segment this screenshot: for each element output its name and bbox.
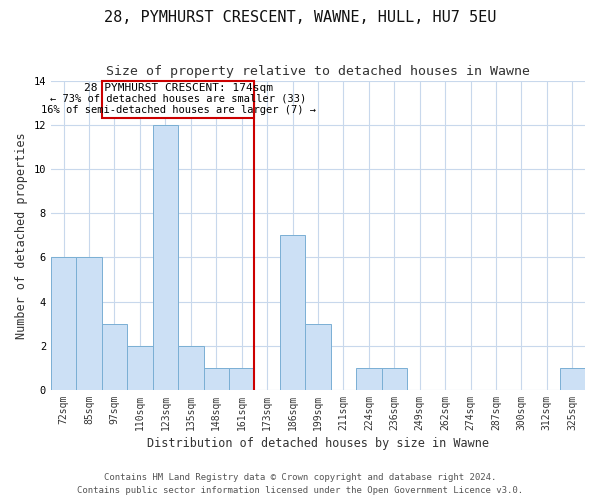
Bar [229,368,254,390]
Text: ← 73% of detached houses are smaller (33): ← 73% of detached houses are smaller (33… [50,93,306,103]
Bar [305,324,331,390]
Bar [178,346,203,390]
Bar [102,324,127,390]
X-axis label: Distribution of detached houses by size in Wawne: Distribution of detached houses by size … [147,437,489,450]
Bar [152,125,178,390]
Bar [203,368,229,390]
Bar [560,368,585,390]
Text: Contains HM Land Registry data © Crown copyright and database right 2024.
Contai: Contains HM Land Registry data © Crown c… [77,474,523,495]
Text: 16% of semi-detached houses are larger (7) →: 16% of semi-detached houses are larger (… [41,106,316,116]
Y-axis label: Number of detached properties: Number of detached properties [15,132,28,338]
Bar [51,258,76,390]
Bar [382,368,407,390]
Text: 28, PYMHURST CRESCENT, WAWNE, HULL, HU7 5EU: 28, PYMHURST CRESCENT, WAWNE, HULL, HU7 … [104,10,496,25]
Bar [76,258,102,390]
Title: Size of property relative to detached houses in Wawne: Size of property relative to detached ho… [106,65,530,78]
Bar [356,368,382,390]
Bar [127,346,152,390]
FancyBboxPatch shape [102,80,254,118]
Bar [280,236,305,390]
Text: 28 PYMHURST CRESCENT: 174sqm: 28 PYMHURST CRESCENT: 174sqm [83,84,272,94]
